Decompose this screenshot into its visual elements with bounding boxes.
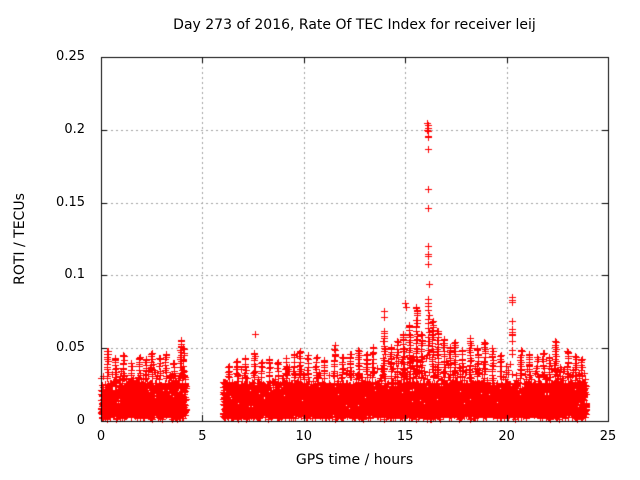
x-tick-label: 15 xyxy=(396,429,414,444)
x-axis-label: GPS time / hours xyxy=(295,452,414,468)
y-tick-label: 0.05 xyxy=(56,340,85,356)
x-tick-label: 0 xyxy=(96,429,106,444)
x-tick-label: 25 xyxy=(599,429,617,444)
chart-title: Day 273 of 2016, Rate Of TEC Index for r… xyxy=(173,17,536,33)
y-tick-label: 0.2 xyxy=(64,121,85,137)
x-tick-label: 20 xyxy=(498,429,515,444)
y-tick-label: 0 xyxy=(76,413,85,428)
y-tick-label: 0.15 xyxy=(56,194,85,210)
x-tick-label: 5 xyxy=(198,429,207,444)
y-tick-label: 0.25 xyxy=(56,49,85,64)
x-tick-label: 10 xyxy=(295,429,313,444)
y-tick-label: 0.1 xyxy=(64,267,85,283)
